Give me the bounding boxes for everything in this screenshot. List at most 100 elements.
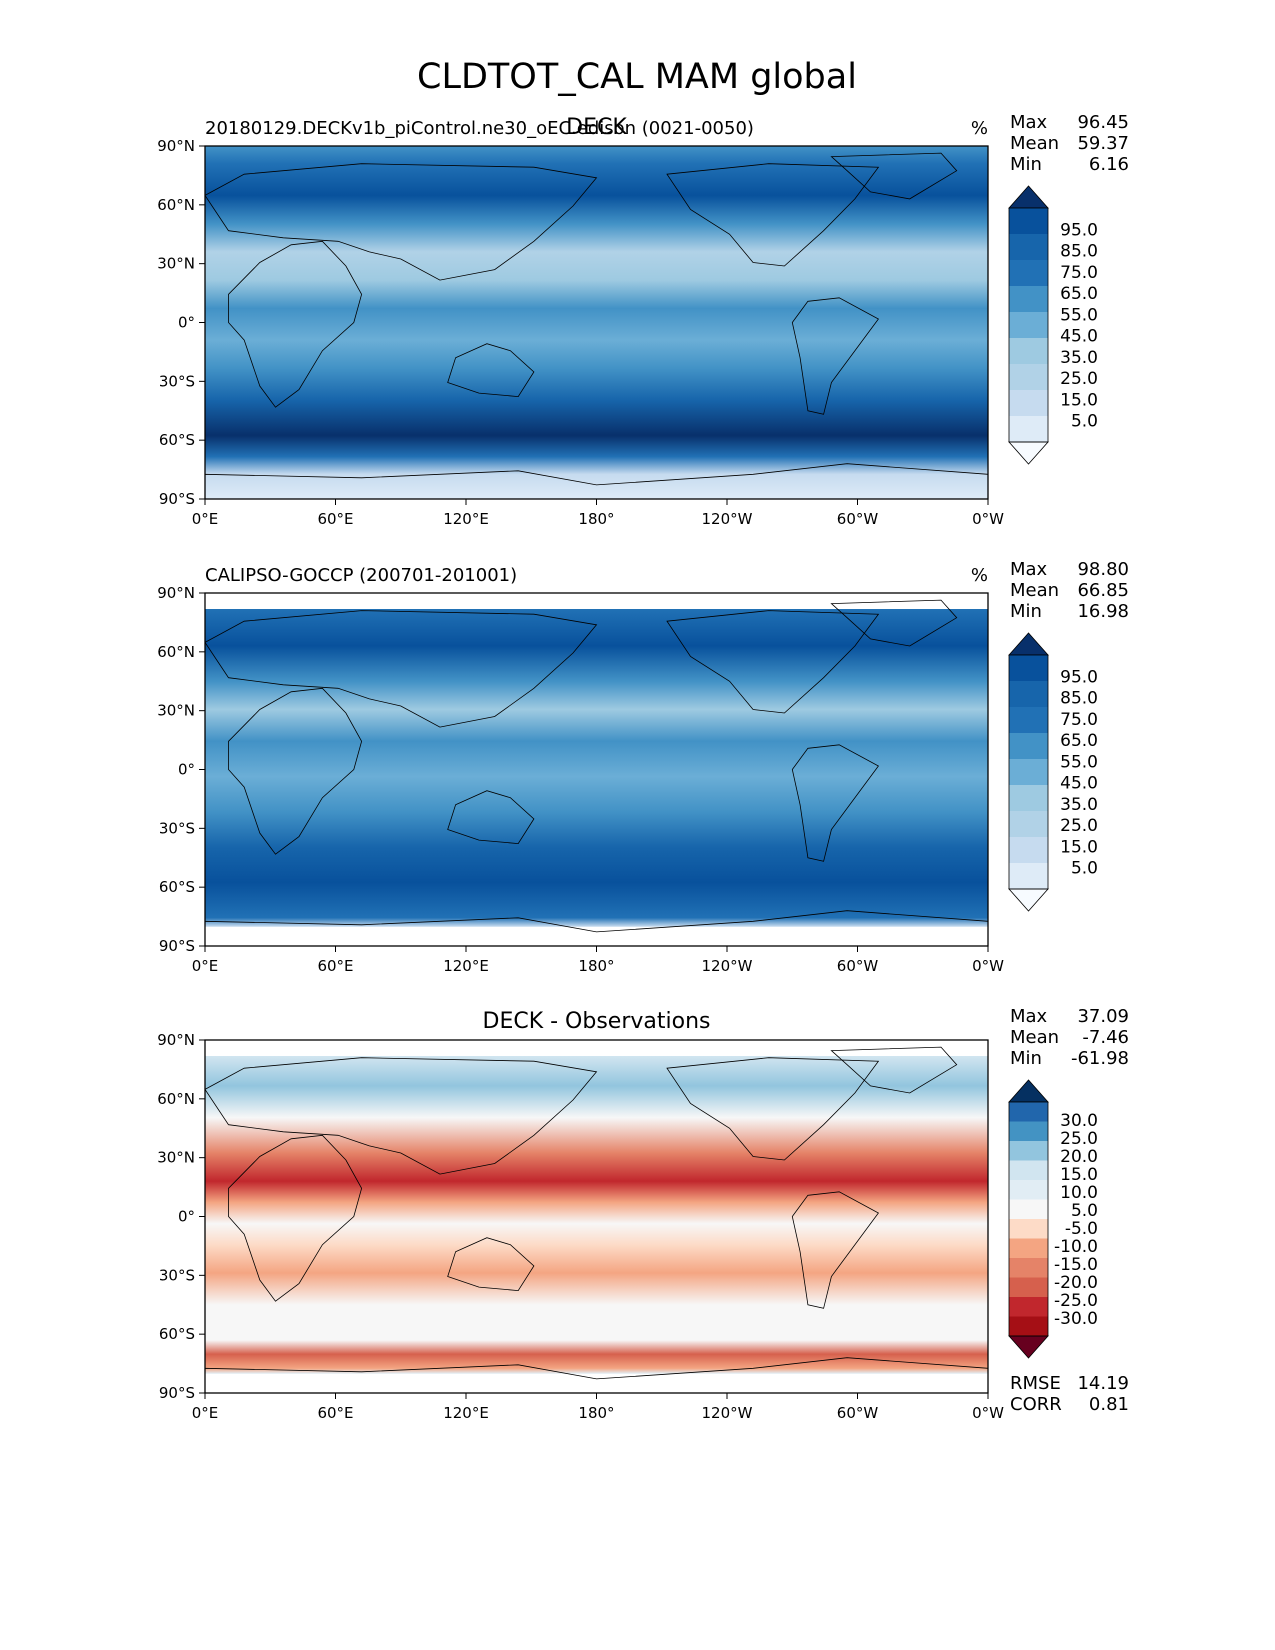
difference-colorbar-label: -10.0 bbox=[1054, 1237, 1098, 1257]
difference-stat-value: 37.09 bbox=[1077, 1006, 1129, 1027]
reference-colorbar: 95.085.075.065.055.045.035.025.015.05.0 bbox=[1008, 632, 1098, 912]
lon-tick-label: 120°E bbox=[443, 957, 489, 975]
colorbar-extension-top bbox=[1008, 1079, 1049, 1103]
test-colorbar-label: 55.0 bbox=[1060, 305, 1098, 325]
colorbar-segment bbox=[1009, 811, 1048, 838]
colorbar-segment bbox=[1009, 312, 1048, 339]
test-stat-value: 6.16 bbox=[1089, 154, 1129, 175]
colorbar-segment bbox=[1009, 863, 1048, 890]
lat-tick-label: 60°N bbox=[157, 643, 195, 661]
lon-tick-label: 120°W bbox=[702, 510, 753, 528]
lat-tick-label: 60°N bbox=[157, 196, 195, 214]
colorbar-segment bbox=[1009, 1180, 1048, 1200]
colorbar-extension-top bbox=[1008, 632, 1049, 656]
colorbar-segment bbox=[1009, 785, 1048, 812]
test-stat-value: 96.45 bbox=[1077, 112, 1129, 133]
lat-tick-label: 90°S bbox=[159, 490, 195, 508]
difference-colorbar-label: -30.0 bbox=[1054, 1309, 1098, 1329]
reference-stat-value: 98.80 bbox=[1077, 559, 1129, 580]
colorbar-outline bbox=[1008, 207, 1049, 443]
reference-stat-label: Min bbox=[1010, 601, 1042, 622]
coastline-0 bbox=[228, 1134, 363, 1302]
colorbar-segment bbox=[1009, 208, 1048, 235]
lon-tick-label: 60°E bbox=[317, 510, 353, 528]
coastline-2 bbox=[447, 790, 535, 845]
coastline-5 bbox=[830, 1046, 958, 1094]
coastline-5 bbox=[830, 152, 958, 200]
difference-colorbar-label: -25.0 bbox=[1054, 1291, 1098, 1311]
lat-tick-label: 30°N bbox=[157, 702, 195, 720]
lat-tick-label: 90°N bbox=[157, 584, 195, 602]
colorbar-segment bbox=[1009, 416, 1048, 443]
colorbar-segment bbox=[1009, 759, 1048, 786]
test-panel: 90°N 60°N 30°N 0° 30°S 60°S 90°S 0°E 60°E 120°E 18… bbox=[157, 112, 1129, 528]
test-stat-value: 59.37 bbox=[1077, 133, 1129, 154]
lat-tick-label: 60°S bbox=[159, 1325, 195, 1343]
reference-panel: 90°N 60°N 30°N 0° 30°S 60°S 90°S 0°E 60°E 120°E 18… bbox=[157, 559, 1129, 975]
colorbar-segment bbox=[1009, 338, 1048, 365]
coastline-3 bbox=[666, 163, 880, 267]
difference-colorbar-label: 25.0 bbox=[1060, 1129, 1098, 1149]
test-colorbar: 95.085.075.065.055.045.035.025.015.05.0 bbox=[1008, 185, 1098, 465]
reference-colorbar-label: 25.0 bbox=[1060, 816, 1098, 836]
colorbar-segment bbox=[1009, 1219, 1048, 1239]
difference-colorbar-label: 20.0 bbox=[1060, 1147, 1098, 1167]
coastline-4 bbox=[791, 297, 879, 415]
difference-stat-value: -7.46 bbox=[1082, 1027, 1129, 1048]
reference-colorbar-label: 15.0 bbox=[1060, 837, 1098, 857]
reference-colorbar-label: 95.0 bbox=[1060, 667, 1098, 687]
difference-colorbar-label: -5.0 bbox=[1065, 1219, 1098, 1239]
test-colorbar-label: 75.0 bbox=[1060, 263, 1098, 283]
colorbar-segment bbox=[1009, 1199, 1048, 1220]
colorbar-segment bbox=[1009, 286, 1048, 313]
colorbar-extension-bottom bbox=[1008, 1335, 1049, 1359]
difference-colorbar-label: 5.0 bbox=[1071, 1201, 1098, 1221]
difference-stat-label: Mean bbox=[1010, 1027, 1059, 1048]
test-units: % bbox=[971, 118, 988, 139]
coastline-1 bbox=[204, 610, 598, 728]
lat-tick-label: 0° bbox=[178, 761, 195, 779]
colorbar-segment bbox=[1009, 1141, 1048, 1161]
coastline-3 bbox=[666, 1057, 880, 1161]
difference-colorbar: 30.025.020.015.010.05.0-5.0-10.0-15.0-20… bbox=[1008, 1079, 1098, 1359]
lon-tick-label: 0°E bbox=[192, 1404, 219, 1422]
colorbar-segment bbox=[1009, 837, 1048, 864]
reference-stat-value: 16.98 bbox=[1077, 601, 1129, 622]
test-center-title: DECK bbox=[566, 115, 627, 140]
difference-colorbar-label: 10.0 bbox=[1060, 1183, 1098, 1203]
test-colorbar-label: 85.0 bbox=[1060, 242, 1098, 262]
lat-tick-label: 60°N bbox=[157, 1090, 195, 1108]
test-colorbar-label: 35.0 bbox=[1060, 348, 1098, 368]
difference-map-field bbox=[205, 1040, 988, 1393]
colorbar-outline bbox=[1008, 654, 1049, 890]
coastline-1 bbox=[204, 1057, 598, 1175]
reference-stat-value: 66.85 bbox=[1077, 580, 1129, 601]
reference-stat-label: Max bbox=[1010, 559, 1048, 580]
difference-colorbar-label: -15.0 bbox=[1054, 1255, 1098, 1275]
colorbar-segment bbox=[1009, 1121, 1048, 1142]
lon-tick-label: 180° bbox=[578, 957, 614, 975]
lat-tick-label: 30°S bbox=[159, 1266, 195, 1284]
coastline-2 bbox=[447, 343, 535, 398]
coastline-4 bbox=[791, 744, 879, 862]
lat-tick-label: 60°S bbox=[159, 878, 195, 896]
coastline-0 bbox=[228, 240, 363, 408]
colorbar-segment bbox=[1009, 733, 1048, 760]
reference-colorbar-label: 65.0 bbox=[1060, 731, 1098, 751]
lat-tick-label: 0° bbox=[178, 1208, 195, 1226]
test-colorbar-label: 5.0 bbox=[1071, 412, 1098, 432]
reference-colorbar-label: 5.0 bbox=[1071, 859, 1098, 879]
colorbar-segment bbox=[1009, 1102, 1048, 1122]
colorbar-segment bbox=[1009, 1297, 1048, 1317]
lon-tick-label: 0°W bbox=[972, 1404, 1004, 1422]
test-stat-label: Min bbox=[1010, 154, 1042, 175]
lon-tick-label: 0°W bbox=[972, 957, 1004, 975]
lat-tick-label: 90°N bbox=[157, 1031, 195, 1049]
test-stat-label: Max bbox=[1010, 112, 1048, 133]
colorbar-extension-bottom bbox=[1008, 888, 1049, 912]
colorbar-segment bbox=[1009, 1277, 1048, 1298]
lat-tick-label: 30°S bbox=[159, 372, 195, 390]
test-left-title: 20180129.DECKv1b_piControl.ne30_oEC.edis… bbox=[205, 118, 754, 139]
reference-left-title: CALIPSO-GOCCP (200701-201001) bbox=[205, 565, 517, 586]
